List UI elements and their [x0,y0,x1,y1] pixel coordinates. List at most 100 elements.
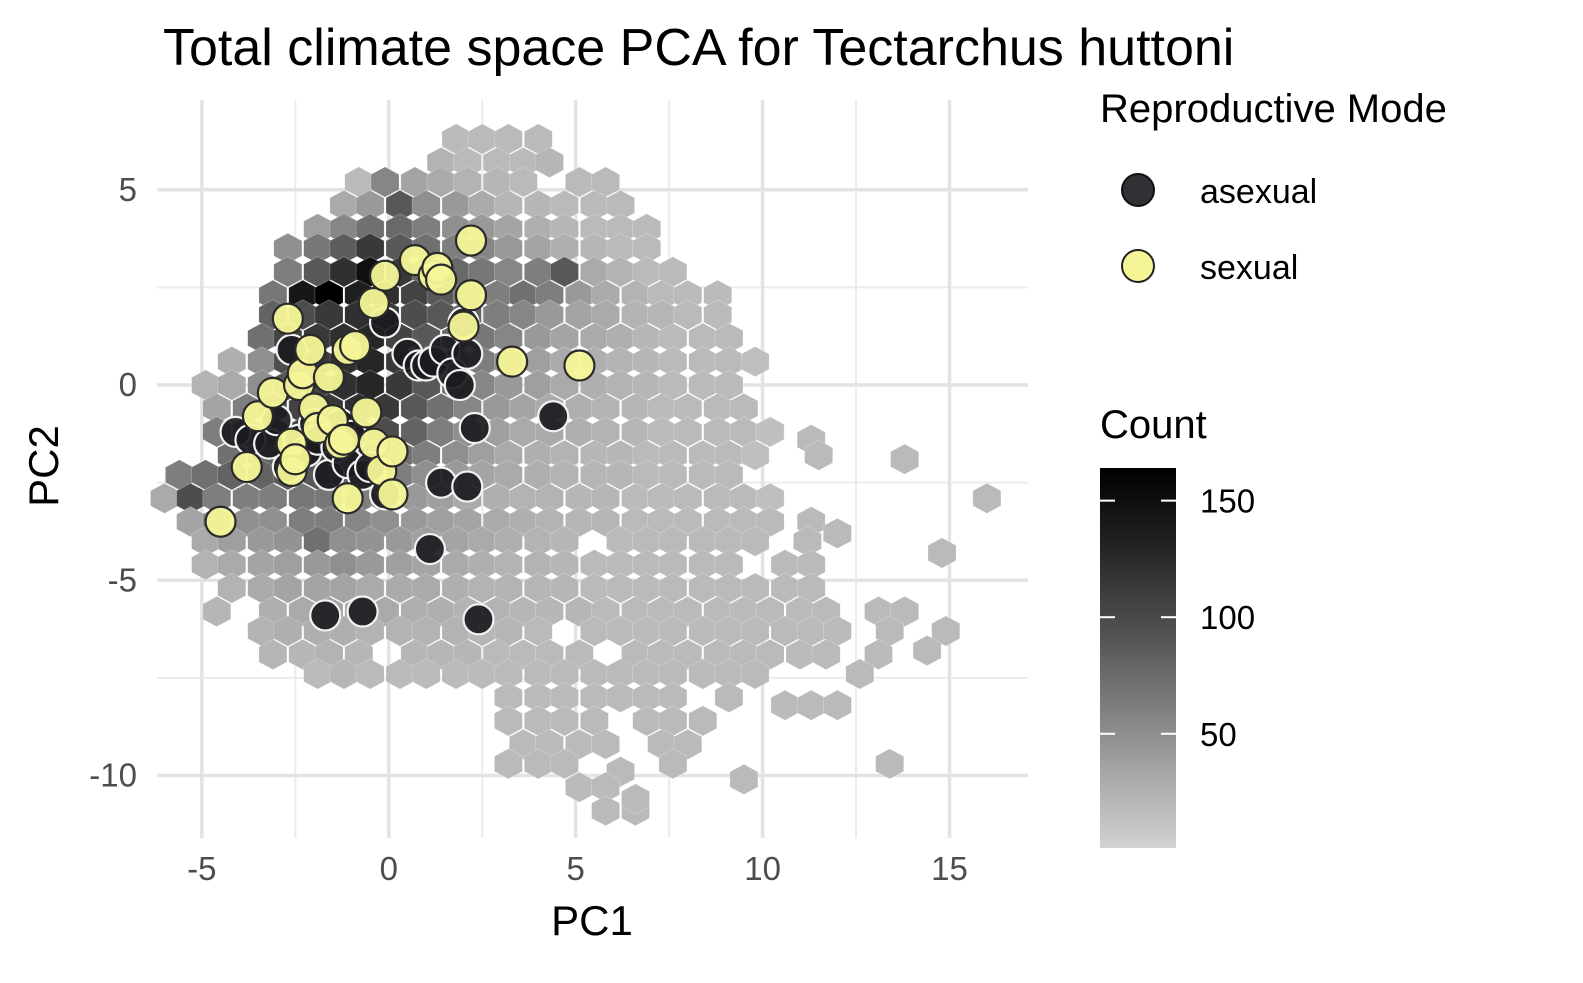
hex-cell [191,549,220,581]
hex-cell [811,639,841,670]
point-sexual [331,482,364,515]
point-sexual [376,478,409,511]
hex-cell [591,728,620,760]
hex-cell [202,596,232,627]
legend-label-asexual: asexual [1200,173,1317,211]
y-tick-label: 5 [119,171,137,208]
colorbar-tick-label: 100 [1200,599,1255,636]
y-axis-label: PC2 [20,425,67,507]
hex-cell [890,443,920,475]
point-sexual [241,400,275,433]
hex-cell [972,482,1002,514]
point-sexual [454,279,488,312]
x-axis-label: PC1 [551,897,633,944]
hex-cell [632,705,662,737]
legend-key-asexual [1121,173,1155,207]
x-tick-label: 0 [380,850,398,887]
hex-cell [565,416,594,448]
point-asexual [443,368,476,402]
hex-cell [688,369,718,401]
legend-label-sexual: sexual [1200,249,1298,287]
hex-cell [550,256,579,288]
hex-cell [591,795,620,827]
hex-cell [673,596,703,627]
hex-cell [150,482,179,514]
hex-cell [508,416,538,448]
colorbar-tick-label: 50 [1200,716,1237,753]
hex-cell [822,689,852,721]
y-tick-label: 0 [119,366,137,403]
hex-cell [370,506,400,538]
hex-cell [740,525,770,557]
point-sexual [425,263,458,296]
hex-cell [890,596,920,627]
hex-cell [426,416,456,448]
x-axis-ticks: -5 0 5 10 15 [187,850,968,887]
points-layer [204,224,596,636]
legend-mode-title: Reproductive Mode [1100,87,1447,131]
hex-cell [912,635,942,667]
point-asexual [537,400,570,433]
hex-cell [355,658,385,690]
point-asexual [346,595,379,628]
hex-cell [329,256,359,288]
point-sexual [339,329,372,363]
hex-cell [370,166,400,198]
x-tick-label: 15 [931,850,968,887]
hex-cell [217,572,247,604]
point-sexual [368,259,402,292]
colorbar-tick-label: 150 [1200,483,1255,520]
hex-cell [591,506,620,538]
hex-cell [804,439,834,471]
point-sexual [230,450,263,484]
hex-cell [467,572,497,604]
x-tick-label: 10 [744,850,781,887]
hex-cell [755,506,785,538]
hex-cell [673,728,703,760]
point-sexual [279,443,312,476]
hex-cell [875,748,905,780]
point-sexual [327,423,361,456]
point-asexual [458,411,491,445]
point-sexual [496,345,529,378]
point-asexual [425,466,458,499]
hex-cell [688,705,718,737]
hex-cell [927,537,957,569]
colorbar [1100,468,1176,848]
hex-cell [673,506,703,538]
legend-key-sexual [1121,249,1155,283]
hex-cell [550,459,579,491]
hex-cell [845,658,875,690]
hex-cell [606,256,635,288]
point-sexual [454,224,488,257]
hex-cell [658,748,688,780]
hex-cell [606,681,635,713]
hex-cell [864,639,893,670]
point-asexual [451,470,484,503]
point-sexual [357,286,390,320]
point-sexual [563,349,596,382]
hex-cell [606,572,635,604]
chart-title: Total climate space PCA for Tectarchus h… [163,19,1234,77]
hex-cell [673,299,703,331]
hex-cell [770,689,800,721]
hex-cell [729,763,759,795]
hex-cell [822,517,852,549]
hex-cell [714,681,744,713]
x-tick-label: -5 [187,850,216,887]
hex-cell [755,416,785,448]
hex-cell [565,639,594,670]
hex-cell [550,705,579,737]
colorbar-ticks: 150 100 50 [1100,483,1255,753]
hex-cell [755,596,785,627]
point-sexual [204,505,237,538]
point-asexual [451,337,484,370]
legend-count-title: Count [1100,403,1207,447]
point-sexual [350,396,383,429]
hex-cell [740,658,770,690]
hex-cell [273,615,303,647]
hex-cell [258,639,288,670]
hex-cell [467,123,497,155]
hex-cell [688,572,718,604]
y-tick-label: -5 [108,561,137,598]
